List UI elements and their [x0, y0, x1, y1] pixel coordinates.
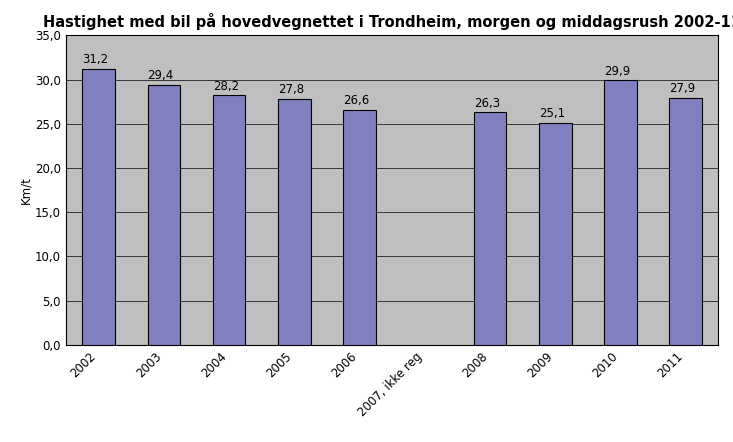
Text: 27,9: 27,9 [669, 83, 696, 95]
Text: 25,1: 25,1 [539, 107, 565, 120]
Text: 26,6: 26,6 [343, 94, 369, 107]
Bar [82, 69, 115, 345]
Bar [604, 80, 637, 345]
Bar [474, 112, 507, 345]
Bar [539, 123, 572, 345]
Text: 29,9: 29,9 [604, 65, 630, 78]
Y-axis label: Km/t: Km/t [19, 176, 32, 204]
Text: 27,8: 27,8 [278, 84, 304, 96]
Bar [669, 98, 702, 345]
Text: 28,2: 28,2 [213, 80, 239, 93]
Bar [278, 99, 311, 345]
Text: 26,3: 26,3 [474, 97, 500, 110]
Title: Hastighet med bil på hovedvegnettet i Trondheim, morgen og middagsrush 2002-11: Hastighet med bil på hovedvegnettet i Tr… [43, 13, 733, 30]
Bar [147, 85, 180, 345]
Bar [213, 95, 246, 345]
Bar [343, 110, 376, 345]
Text: 29,4: 29,4 [147, 69, 174, 82]
Text: 31,2: 31,2 [82, 53, 108, 66]
